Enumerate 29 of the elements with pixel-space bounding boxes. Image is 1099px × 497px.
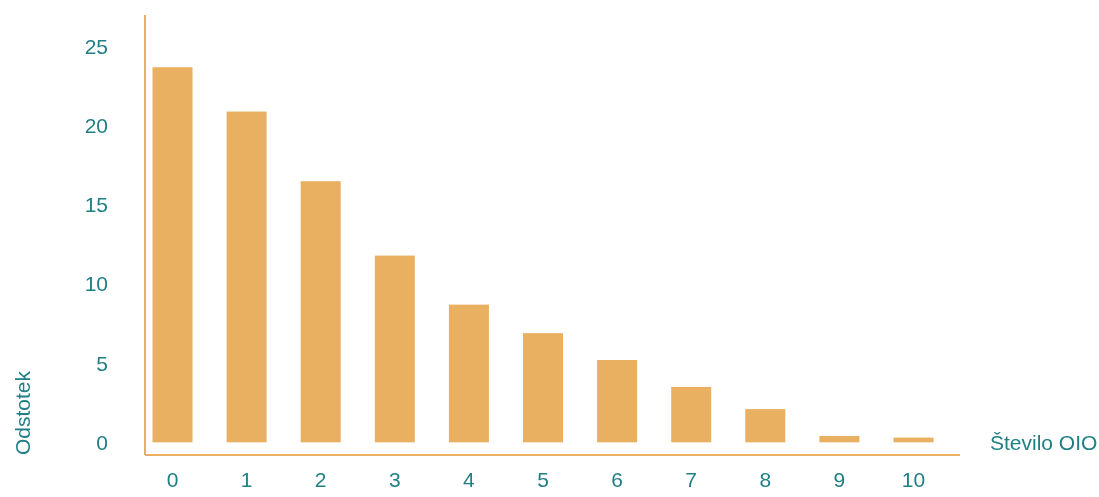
bar [522, 333, 564, 443]
x-tick-label: 4 [463, 468, 476, 491]
bar [374, 255, 415, 443]
x-tick-label: 10 [901, 468, 926, 491]
x-tick-label: 0 [166, 468, 179, 491]
x-tick-label: 9 [833, 468, 846, 491]
bar [152, 67, 193, 443]
y-tick-label: 10 [84, 272, 108, 296]
bar [819, 436, 860, 443]
x-axis-title: Število OIO [990, 430, 1098, 454]
y-tick-label: 20 [84, 114, 108, 138]
bar [597, 360, 638, 443]
bar [745, 409, 786, 443]
y-tick-label: 15 [84, 193, 108, 217]
y-axis-title: Odstotek [11, 370, 34, 455]
x-tick-label: 2 [314, 468, 327, 491]
y-tick-label: 5 [96, 351, 108, 375]
x-tick-label: 8 [759, 468, 772, 491]
bar [448, 304, 489, 443]
x-tick-label: 3 [388, 468, 401, 491]
y-tick-label: 25 [84, 35, 108, 58]
bar [226, 111, 267, 443]
bar [300, 181, 341, 443]
x-tick-label: 6 [611, 468, 623, 491]
y-tick-label: 0 [96, 430, 108, 454]
x-tick-label: 7 [685, 468, 698, 491]
x-tick-label: 1 [240, 468, 253, 491]
bar [671, 386, 712, 443]
x-tick-label: 5 [537, 468, 549, 491]
